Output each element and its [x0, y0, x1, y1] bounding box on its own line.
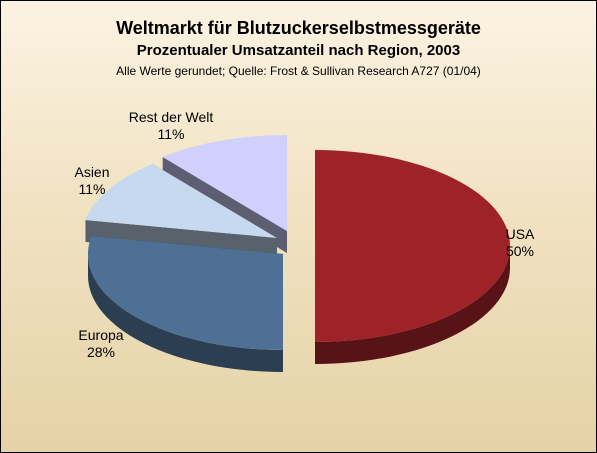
chart-title: Weltmarkt für Blutzuckerselbstmessgeräte	[116, 18, 481, 38]
label-asien-name: Asien	[74, 164, 110, 180]
chart-subtitle: Prozentualer Umsatzanteil nach Region, 2…	[136, 42, 461, 59]
chart-note: Alle Werte gerundet; Quelle: Frost & Sul…	[116, 64, 481, 78]
label-usa: USA 50%	[495, 226, 545, 260]
slice-rest-der-welt	[162, 135, 287, 231]
label-asien-value: 11%	[78, 181, 106, 197]
slice-europa	[87, 236, 283, 350]
label-europa-name: Europa	[78, 327, 124, 343]
label-usa-name: USA	[505, 226, 535, 242]
slice-usa-side	[315, 246, 510, 364]
label-rest-der-welt-name: Rest der Welt	[128, 109, 214, 125]
slice-asien	[85, 164, 278, 238]
label-usa-value: 50%	[505, 243, 535, 259]
label-rest-der-welt-value: 11%	[157, 126, 185, 142]
label-rest-der-welt: Rest der Welt 11%	[113, 109, 229, 143]
label-europa-value: 28%	[86, 344, 116, 360]
label-asien: Asien 11%	[65, 164, 119, 198]
label-europa: Europa 28%	[71, 327, 131, 361]
slice-usa	[315, 150, 510, 342]
